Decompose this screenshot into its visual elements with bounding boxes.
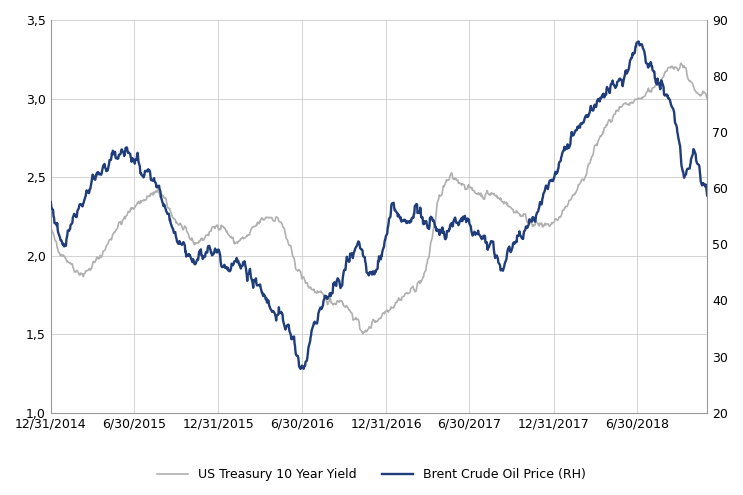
Legend: US Treasury 10 Year Yield, Brent Crude Oil Price (RH): US Treasury 10 Year Yield, Brent Crude O…	[152, 463, 591, 486]
Line: US Treasury 10 Year Yield: US Treasury 10 Year Yield	[51, 63, 707, 334]
Line: Brent Crude Oil Price (RH): Brent Crude Oil Price (RH)	[51, 42, 707, 369]
